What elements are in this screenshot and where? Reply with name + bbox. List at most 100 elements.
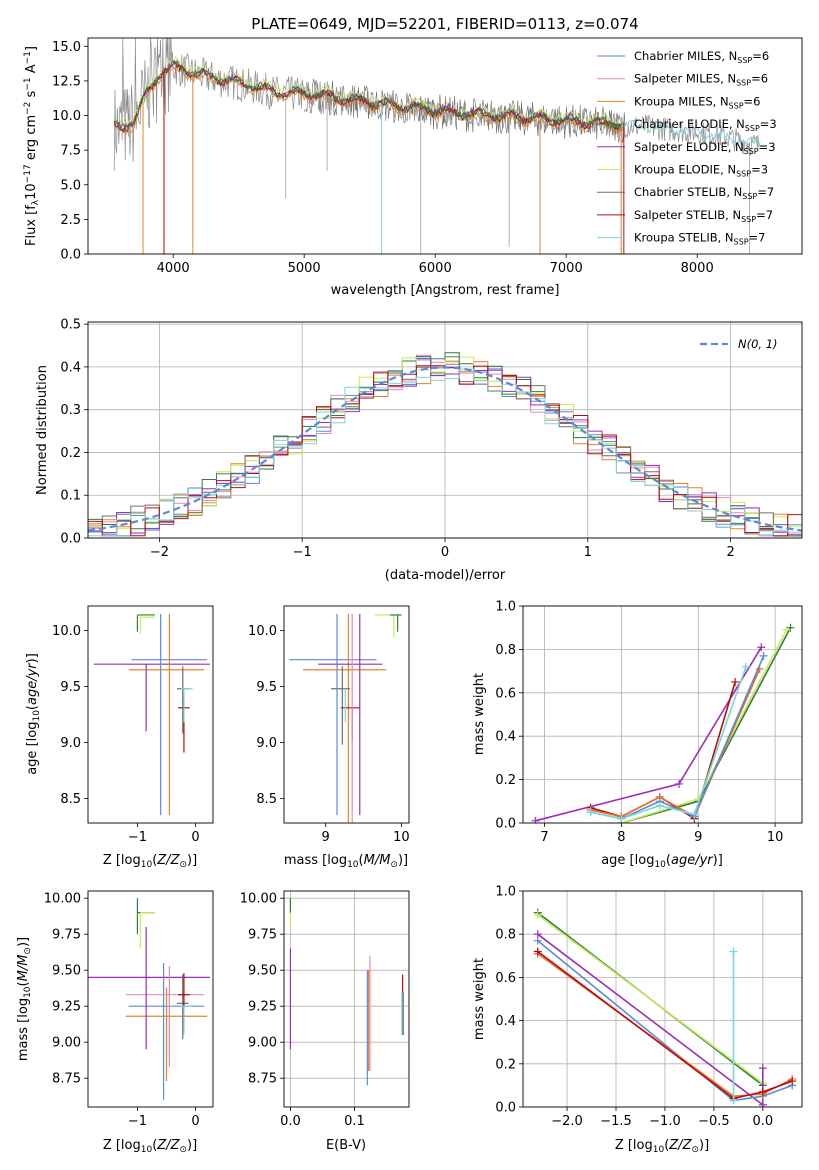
model-curve-chabrier_elodie — [113, 61, 622, 131]
y-axis-label: age [log10(age/yr)] — [25, 653, 42, 775]
y-tick-label: 8.5 — [256, 792, 277, 807]
histogram-chabrier_stelib — [88, 356, 802, 537]
x-tick-label: −2.0 — [551, 1114, 583, 1129]
legend-entry: Salpeter MILES, NSSP=6 — [634, 72, 768, 88]
x-tick-label: 8000 — [681, 261, 714, 276]
axes-frame — [283, 605, 410, 824]
weight-marker — [533, 947, 542, 956]
legend-entry: Kroupa STELIB, NSSP=7 — [634, 231, 765, 247]
x-tick-label: 0 — [191, 830, 199, 845]
weight-marker — [731, 677, 740, 686]
x-tick-label: 6000 — [419, 261, 452, 276]
y-tick-label: 10.0 — [248, 624, 277, 639]
age-vs-metallicity-panel: −1 0 8.5 9.0 9.5 10.0 Z [log10(Z/Z⊙)] age [log1… — [25, 605, 214, 870]
plot-area — [88, 898, 211, 1100]
figure-title: PLATE=0649, MJD=52201, FIBERID=0113, z=0… — [251, 15, 638, 33]
x-axis-label: E(B-V) — [326, 1138, 366, 1153]
weight-marker — [690, 810, 699, 819]
mass-vs-metallicity-panel: −1 0 8.75 9.00 9.25 9.50 9.75 10.00 Z [log10(Z/Z… — [16, 890, 214, 1155]
y-tick-label: 10.0 — [52, 109, 81, 124]
age-vs-mass-panel: 9 10 8.5 9.0 9.5 10.0 mass [log10(M/M⊙)] — [248, 605, 410, 870]
x-tick-label: 0.0 — [280, 1114, 301, 1129]
y-axis-label: Normed distribution — [35, 365, 50, 495]
x-tick-label: 7000 — [550, 261, 583, 276]
axes-frame — [87, 605, 214, 824]
massweight-vs-age-panel: 7 8 9 10 0.0 0.2 0.4 0.6 0.8 1.0 age [log10(age/yr… — [472, 600, 803, 870]
x-tick-label: 1 — [584, 545, 592, 560]
x-tick-label: −1 — [293, 545, 312, 560]
y-tick-label: 9.75 — [52, 928, 81, 943]
x-tick-label: −1 — [128, 830, 147, 845]
x-tick-label: 2 — [726, 545, 734, 560]
x-axis-label: Z [log10(Z/Z⊙)] — [103, 1138, 197, 1155]
y-tick-label: 8.75 — [248, 1072, 277, 1087]
weight-marker — [741, 662, 750, 671]
weight-marker — [533, 936, 542, 945]
x-tick-label: −0.5 — [698, 1114, 730, 1129]
y-axis-label: Flux [fλ10−17 erg cm−2 s−1 A−1] — [23, 46, 41, 246]
y-tick-label: 8.75 — [52, 1072, 81, 1087]
weight-marker — [757, 643, 766, 652]
y-tick-label: 0.0 — [495, 817, 516, 832]
y-tick-label: 9.5 — [256, 680, 277, 695]
plot-area — [289, 898, 404, 1086]
x-tick-label: 10 — [767, 830, 784, 845]
y-tick-label: 9.50 — [52, 964, 81, 979]
weight-marker — [586, 808, 595, 817]
y-tick-label: 9.25 — [248, 1000, 277, 1015]
legend-entry: N(0, 1) — [738, 337, 778, 351]
y-tick-label: 0.6 — [495, 686, 516, 701]
weight-marker — [675, 779, 684, 788]
x-tick-label: 8 — [617, 830, 625, 845]
x-tick-label: 4000 — [157, 261, 190, 276]
y-axis-label: mass weight — [472, 958, 487, 1040]
x-tick-label: −1.5 — [600, 1114, 632, 1129]
x-tick-label: 5000 — [288, 261, 321, 276]
y-tick-label: 10.0 — [52, 624, 81, 639]
x-axis-label: wavelength [Angstrom, rest frame] — [331, 283, 560, 298]
plot-area — [531, 623, 795, 823]
weight-marker — [655, 801, 664, 810]
y-tick-label: 9.00 — [248, 1036, 277, 1051]
x-tick-label: 0.0 — [752, 1114, 773, 1129]
weight-line-salpeter_elodie — [537, 933, 764, 1107]
y-tick-label: 0.0 — [495, 1101, 516, 1116]
weight-line-chabrier_miles — [537, 940, 793, 1102]
y-tick-label: 0.4 — [495, 1014, 516, 1029]
x-axis-label: (data-model)/error — [385, 568, 506, 583]
y-tick-label: 5.0 — [60, 178, 81, 193]
y-tick-label: 0.5 — [60, 318, 81, 333]
weight-line-salpeter_elodie — [535, 646, 762, 822]
weight-marker — [729, 1096, 738, 1105]
gaussian-curve — [88, 366, 802, 532]
weight-marker — [788, 1077, 797, 1086]
weight-marker — [533, 910, 542, 919]
weight-line-salpeter_stelib — [537, 950, 793, 1100]
weight-marker — [729, 947, 738, 956]
y-tick-label: 9.0 — [60, 736, 81, 751]
model-curve-kroupa_miles — [113, 65, 622, 135]
y-tick-label: 0.1 — [60, 489, 81, 504]
y-tick-label: 9.25 — [52, 1000, 81, 1015]
y-tick-label: 0.4 — [60, 360, 81, 375]
x-tick-label: −1.0 — [649, 1114, 681, 1129]
y-tick-label: 0.4 — [495, 730, 516, 745]
x-axis-label: age [log10(age/yr)] — [601, 853, 723, 870]
y-tick-label: 7.5 — [60, 144, 81, 159]
y-tick-label: 2.5 — [60, 213, 81, 228]
y-tick-label: 15.0 — [52, 40, 81, 55]
y-tick-label: 9.0 — [256, 736, 277, 751]
x-axis-label: Z [log10(Z/Z⊙)] — [615, 1138, 709, 1155]
x-tick-label: −2 — [150, 545, 169, 560]
x-tick-label: 0 — [191, 1114, 199, 1129]
weight-marker — [758, 1100, 767, 1107]
y-tick-label: 9.75 — [248, 928, 277, 943]
weight-marker — [617, 814, 626, 823]
plot-area — [533, 908, 797, 1107]
y-tick-label: 0.2 — [495, 773, 516, 788]
observed-spectrum-red — [303, 78, 626, 144]
y-tick-label: 8.5 — [60, 792, 81, 807]
axes-frame — [87, 890, 214, 1108]
y-axis-label: mass [log10(M/M⊙)] — [16, 937, 33, 1061]
